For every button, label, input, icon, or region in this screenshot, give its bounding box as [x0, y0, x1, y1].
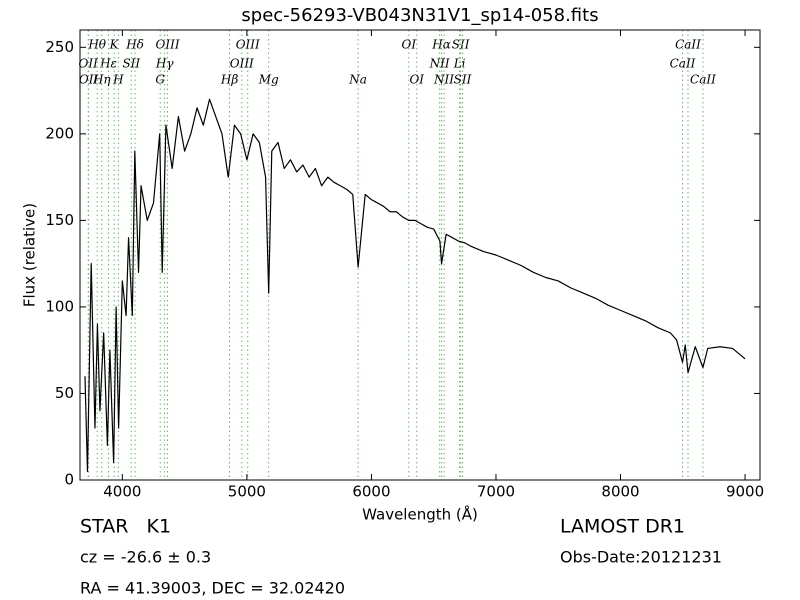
spectral-line-label: Hε — [99, 57, 117, 71]
spectral-line-label: SII — [454, 73, 472, 87]
spectral-line-label: H — [112, 73, 124, 87]
spectral-line-label: Hα — [431, 38, 451, 52]
spectral-line-label: SII — [122, 57, 140, 71]
spectral-line-label: CaII — [675, 38, 701, 52]
y-tick-label: 0 — [64, 471, 74, 489]
spectral-line-label: Na — [348, 73, 367, 87]
spectral-line-label: Hθ — [87, 38, 106, 52]
spectral-line-label: Hγ — [155, 57, 174, 71]
y-tick-label: 100 — [45, 297, 74, 315]
spectral-line-label: G — [155, 73, 165, 87]
spectral-line-label: OI — [409, 73, 424, 87]
spectral-line-label: NII — [433, 73, 454, 87]
spectral-line-label: OIII — [156, 38, 180, 52]
spectral-line-label: Hη — [92, 73, 111, 87]
redshift: cz = -26.6 ± 0.3 — [80, 548, 211, 567]
survey: LAMOST DR1 — [560, 516, 685, 538]
spectral-line-label: Hδ — [125, 38, 144, 52]
spectral-line-label: OII — [79, 73, 99, 87]
y-tick-label: 200 — [45, 124, 74, 142]
y-tick-label: 150 — [45, 211, 74, 229]
plot-frame — [79, 29, 761, 481]
spectral-line-label: OIII — [236, 38, 260, 52]
spectral-line-label: Hβ — [220, 73, 238, 87]
spectral-line-label: OII — [79, 57, 99, 71]
chart-title: spec-56293-VB043N31V1_sp14-058.fits — [241, 5, 598, 26]
obs-date: Obs-Date:20121231 — [560, 548, 722, 567]
y-axis-label: Flux (relative) — [21, 203, 39, 307]
x-axis-label: Wavelength (Å) — [362, 505, 478, 524]
spectral-line-label: Mg — [258, 73, 279, 87]
coordinates: RA = 41.39003, DEC = 32.02420 — [80, 579, 345, 598]
spectral-line-label: K — [109, 38, 120, 52]
spectral-line-label: OIII — [230, 57, 254, 71]
x-tick-label: 8000 — [601, 483, 639, 501]
object-class: STAR K1 — [80, 516, 171, 538]
spectral-line-label: SII — [452, 38, 470, 52]
spectral-line-label: OI — [402, 38, 417, 52]
x-tick-label: 7000 — [477, 483, 515, 501]
x-tick-label: 6000 — [352, 483, 390, 501]
spectral-line-label: CaII — [670, 57, 696, 71]
y-tick-label: 250 — [45, 38, 74, 56]
y-tick-label: 50 — [55, 384, 74, 402]
spectrum-line — [84, 98, 746, 472]
spectral-line-label: CaII — [690, 73, 716, 87]
x-tick-label: 5000 — [228, 483, 266, 501]
spectral-line-label: Li — [453, 57, 466, 71]
x-tick-label: 9000 — [726, 483, 764, 501]
spectral-line-label: NII — [429, 57, 450, 71]
x-tick-label: 4000 — [103, 483, 141, 501]
